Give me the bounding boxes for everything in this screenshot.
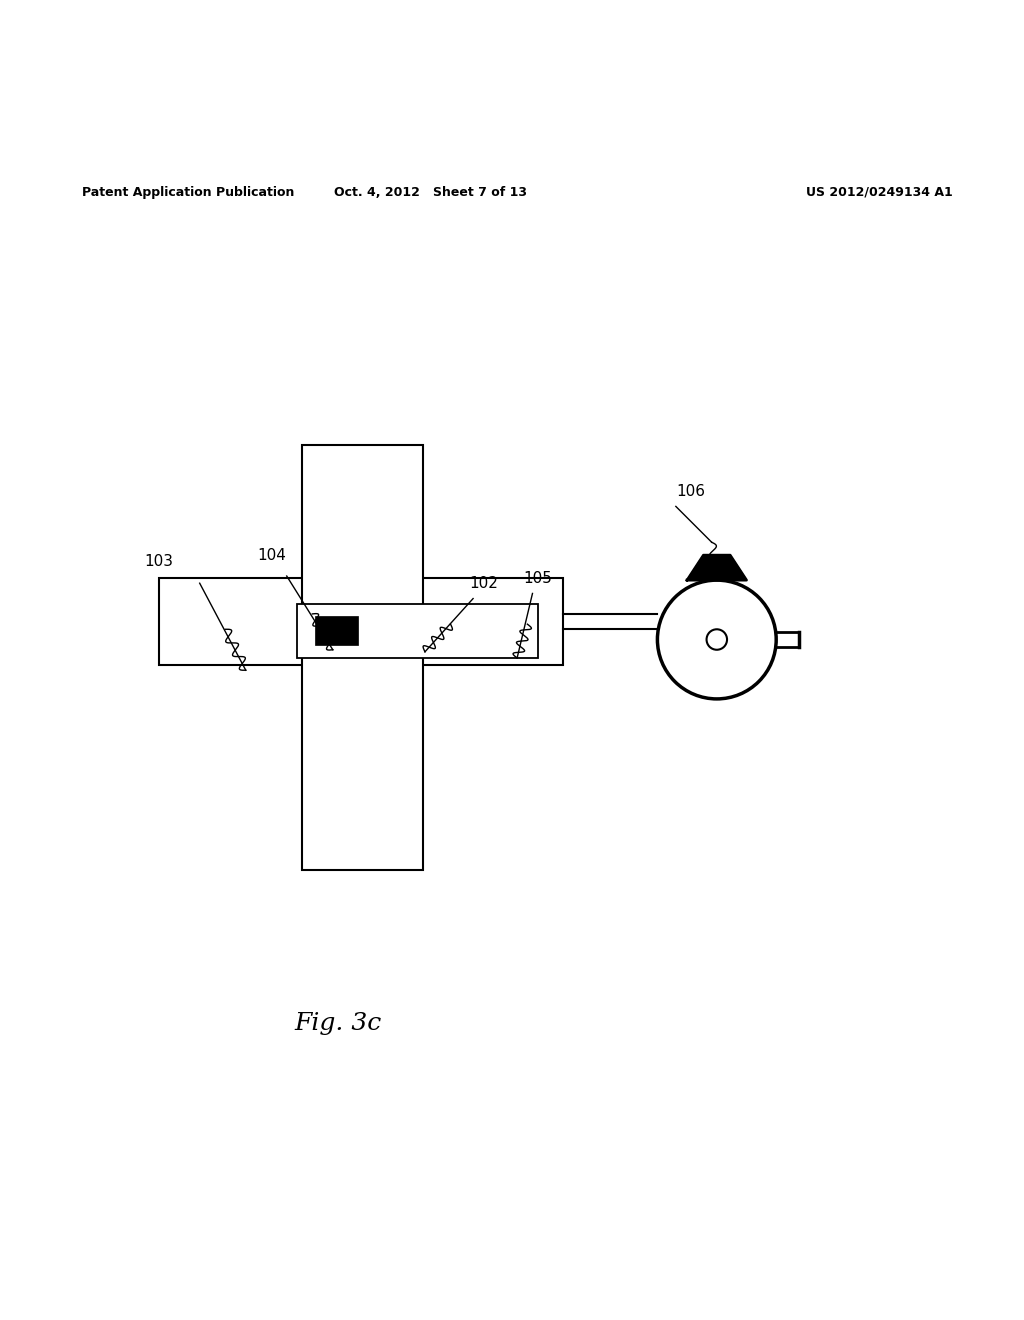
Text: Fig. 3c: Fig. 3c: [294, 1012, 382, 1035]
Bar: [297, 603, 538, 657]
Bar: [302, 445, 423, 870]
Text: 103: 103: [144, 554, 173, 569]
Text: US 2012/0249134 A1: US 2012/0249134 A1: [806, 186, 952, 198]
Polygon shape: [687, 556, 746, 579]
Text: Patent Application Publication: Patent Application Publication: [82, 186, 294, 198]
Text: 104: 104: [257, 548, 286, 564]
Text: 106: 106: [676, 483, 705, 499]
Text: 102: 102: [469, 576, 498, 591]
Circle shape: [657, 579, 776, 698]
Bar: [315, 616, 358, 644]
Text: Oct. 4, 2012   Sheet 7 of 13: Oct. 4, 2012 Sheet 7 of 13: [334, 186, 526, 198]
Text: 105: 105: [523, 570, 552, 586]
Bar: [159, 578, 563, 665]
